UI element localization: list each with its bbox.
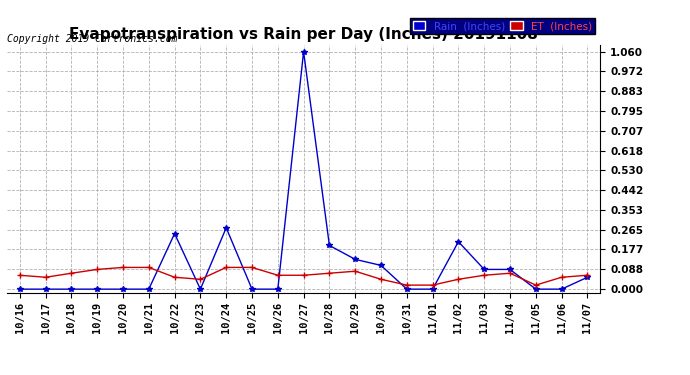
Text: Copyright 2019 Cartronics.com: Copyright 2019 Cartronics.com — [7, 34, 177, 44]
Title: Evapotranspiration vs Rain per Day (Inches) 20191108: Evapotranspiration vs Rain per Day (Inch… — [69, 27, 538, 42]
Legend: Rain  (Inches), ET  (Inches): Rain (Inches), ET (Inches) — [410, 18, 595, 34]
